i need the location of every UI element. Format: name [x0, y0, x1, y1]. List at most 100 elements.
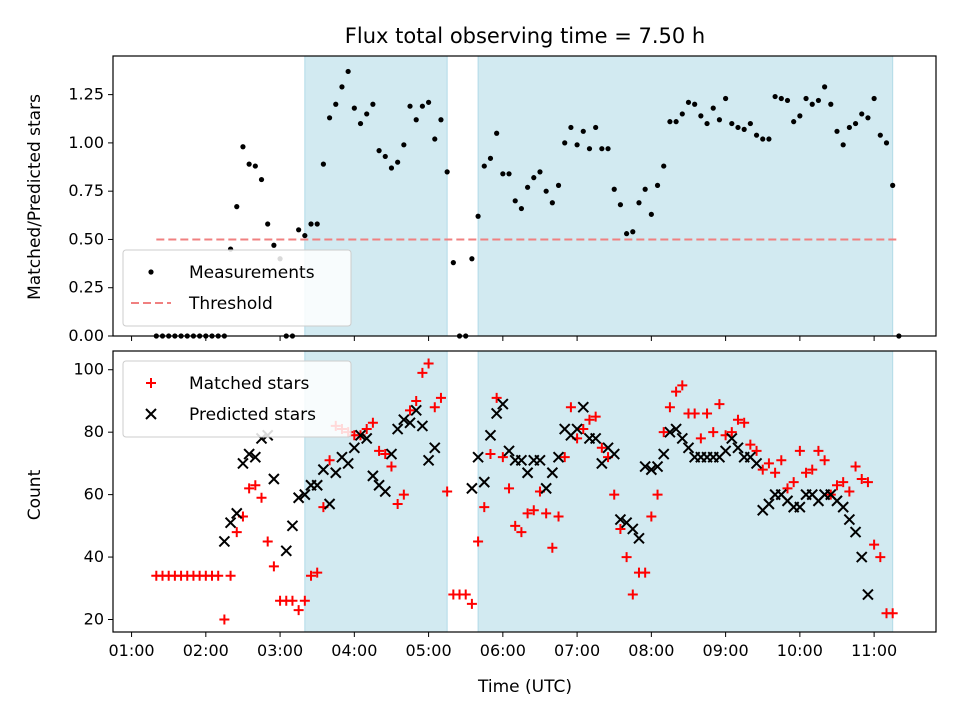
measurements-point [723, 95, 729, 102]
predicted-stars-point [596, 457, 608, 470]
y-tick-label: 0.25 [68, 278, 104, 297]
measurements-point [747, 120, 753, 127]
measurements-point [258, 176, 265, 183]
matched-stars-point [306, 570, 317, 581]
x-tick-label: 01:00 [109, 641, 155, 660]
predicted-stars-point [268, 473, 280, 485]
measurements-point [772, 93, 778, 100]
matched-stars-point [398, 489, 409, 500]
measurements-point [865, 115, 871, 121]
matched-stars-point [497, 452, 508, 463]
matched-stars-point [466, 598, 477, 609]
matched-stars-point [770, 467, 781, 478]
measurements-point [716, 117, 723, 123]
measurements-point [419, 103, 425, 109]
measurements-point [753, 132, 760, 138]
matched-stars-point [287, 595, 298, 606]
measurements-point [450, 260, 456, 266]
measurements-point [246, 161, 252, 167]
matched-stars-point [565, 402, 576, 413]
measurements-point [425, 99, 432, 105]
count-y-axis-label: Count [25, 469, 45, 520]
measurements-point [580, 128, 586, 134]
x-tick-label: 10:00 [777, 641, 823, 660]
measurements-point [859, 111, 865, 117]
measurements-point [500, 171, 506, 177]
measurements-point [692, 101, 698, 107]
measurements-point [698, 113, 704, 119]
predicted-stars-point [676, 432, 689, 445]
measurements-point [568, 124, 574, 131]
measurements-point [729, 120, 735, 127]
matched-stars-point [621, 552, 632, 563]
matched-stars-point [491, 392, 502, 403]
measurements-point [413, 117, 419, 123]
observing-window-2 [477, 55, 894, 337]
measurements-point [518, 205, 525, 212]
predicted-stars-point [571, 423, 583, 435]
measurements-point [766, 136, 772, 142]
matched-stars-point [516, 527, 527, 538]
predicted-stars-point [249, 451, 262, 463]
matched-stars-point [714, 399, 725, 410]
measurements-point [382, 153, 388, 160]
matched-stars-point [838, 477, 849, 488]
measurements-point [444, 169, 450, 175]
predicted-stars-point [633, 532, 645, 545]
measurements-point [846, 124, 852, 131]
matched-stars-point [732, 414, 743, 425]
x-tick-label: 04:00 [331, 641, 377, 660]
measurements-point [308, 221, 314, 227]
measurements-point [506, 171, 512, 177]
measurements-point [326, 115, 333, 121]
measurements-point [617, 202, 624, 208]
matched-stars-point [522, 508, 533, 519]
x-tick-label: 08:00 [628, 641, 674, 660]
measurements-point [784, 97, 791, 104]
predicted-stars-point [354, 429, 367, 442]
measurements-point [654, 182, 661, 188]
predicted-stars-point [540, 482, 552, 495]
measurements-point [791, 119, 797, 125]
predicted-stars-point [862, 588, 874, 601]
predicted-stars-point [385, 448, 398, 460]
legend-box [122, 249, 352, 327]
predicted-stars-point [330, 467, 342, 479]
measurements-point [667, 119, 673, 125]
x-tick-label: 11:00 [851, 641, 897, 660]
measurements-point [370, 101, 376, 107]
measurements-point [605, 146, 611, 152]
predicted-stars-point [589, 432, 602, 445]
predicted-stars-point [521, 467, 534, 479]
measurements-point [339, 84, 345, 90]
predicted-stars-point [404, 417, 416, 429]
predicted-stars-point [552, 451, 565, 463]
predicted-stars-point [478, 476, 490, 488]
matched-stars-point [367, 417, 378, 428]
measurements-point [407, 103, 413, 109]
matched-stars-point [361, 424, 372, 435]
matched-stars-point [708, 427, 719, 438]
predicted-stars-point [490, 407, 503, 420]
matched-stars-point [596, 442, 607, 453]
matched-stars-point [417, 367, 428, 378]
predicted-stars-point [639, 460, 651, 473]
matched-stars-point [244, 483, 255, 494]
predicted-stars-point [750, 457, 763, 470]
matched-stars-point [695, 433, 706, 444]
matched-stars-point [689, 408, 700, 419]
y-tick-label: 100 [73, 360, 104, 379]
measurements-point [778, 95, 784, 102]
measurements-point [797, 113, 803, 119]
measurements-point [741, 126, 747, 132]
predicted-stars-point [515, 454, 528, 466]
legend-label: Predicted stars [189, 405, 316, 425]
predicted-stars-point [608, 448, 620, 460]
y-tick-label: 80 [84, 422, 104, 441]
legend-label: Matched stars [189, 374, 309, 394]
predicted-stars-point [726, 432, 738, 445]
matched-stars-point [225, 570, 236, 581]
measurements-point [815, 97, 822, 104]
matched-stars-point [627, 589, 638, 600]
